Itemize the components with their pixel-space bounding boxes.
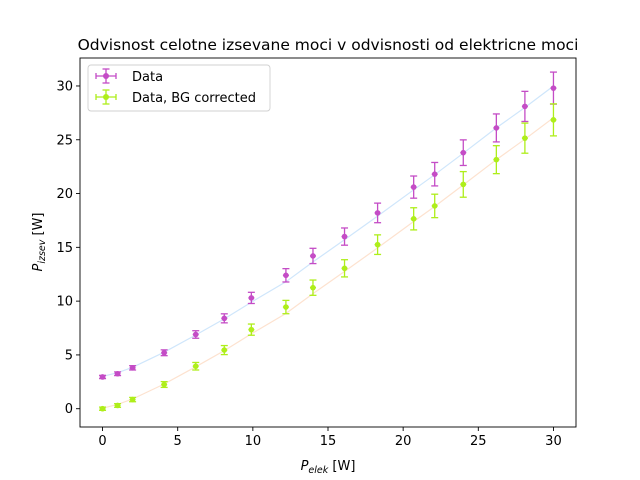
data-point — [493, 156, 500, 163]
x-axis-label-sub: elek — [308, 465, 328, 476]
legend-marker-data — [95, 68, 117, 84]
data-point — [161, 349, 167, 356]
data-marks — [99, 71, 557, 412]
data-point — [129, 365, 136, 371]
y-axis: 0 5 10 15 20 25 30 — [56, 79, 80, 417]
legend-marker-bg-corrected — [95, 89, 117, 105]
data-point — [99, 405, 106, 412]
x-axis-label-unit: [W] — [328, 459, 355, 474]
data-point — [460, 149, 467, 156]
data-point — [129, 396, 136, 403]
data-point — [192, 331, 199, 338]
data-point — [310, 284, 316, 291]
y-tick-label: 30 — [56, 79, 73, 94]
data-point — [431, 171, 438, 177]
data-point — [114, 402, 121, 409]
y-tick-label: 15 — [56, 241, 73, 256]
x-axis-label: Pelek [W] — [301, 459, 356, 476]
y-axis-label: Pizsev [W] — [31, 212, 48, 271]
data-point — [493, 125, 500, 131]
legend-label-bg-corrected: Data, BG corrected — [132, 91, 256, 106]
y-tick-label: 10 — [56, 295, 73, 310]
x-tick-label: 30 — [545, 434, 562, 449]
data-point — [248, 326, 255, 333]
data-point — [410, 184, 417, 190]
x-tick-label: 15 — [320, 434, 337, 449]
data-point — [221, 347, 228, 353]
data-point — [341, 265, 348, 272]
y-tick-label: 25 — [56, 133, 73, 148]
data-point — [522, 135, 528, 141]
x-tick-label: 20 — [395, 434, 412, 449]
y-tick-label: 5 — [65, 348, 73, 363]
data-point — [341, 233, 348, 240]
data-point — [550, 117, 557, 123]
data-point — [192, 363, 199, 370]
data-point — [550, 85, 557, 91]
data-point — [374, 241, 381, 248]
series-data — [99, 71, 557, 380]
series-bg-corrected — [99, 103, 557, 412]
data-point — [431, 203, 438, 209]
y-axis-label-main: P — [31, 264, 46, 272]
x-tick-label: 25 — [470, 434, 487, 449]
data-point — [248, 295, 255, 301]
x-axis-label-main: P — [301, 459, 309, 474]
legend-label-data: Data — [132, 70, 163, 85]
y-axis-label-sub: izsev — [37, 239, 48, 263]
legend: Data Data, BG corrected — [87, 64, 271, 112]
data-point — [410, 216, 417, 222]
y-axis-label-unit: [W] — [31, 212, 46, 239]
legend-box — [87, 64, 271, 112]
y-tick-label: 0 — [65, 402, 73, 417]
x-tick-label: 5 — [174, 434, 182, 449]
data-point — [283, 304, 289, 310]
legend-point — [103, 73, 109, 79]
x-axis: 0 5 10 15 20 25 30 — [98, 427, 562, 449]
data-point — [221, 315, 228, 322]
x-tick-label: 10 — [245, 434, 262, 449]
data-point — [460, 181, 467, 188]
data-point — [161, 381, 167, 388]
data-point — [374, 210, 381, 216]
data-point — [522, 103, 528, 110]
data-point — [114, 370, 121, 377]
data-point — [310, 253, 316, 259]
legend-point — [103, 94, 109, 100]
y-tick-label: 20 — [56, 187, 73, 202]
chart-title: Odvisnost celotne izsevane moci v odvisn… — [78, 36, 579, 54]
data-point — [283, 272, 289, 279]
x-tick-label: 0 — [98, 434, 106, 449]
data-point — [99, 374, 106, 380]
